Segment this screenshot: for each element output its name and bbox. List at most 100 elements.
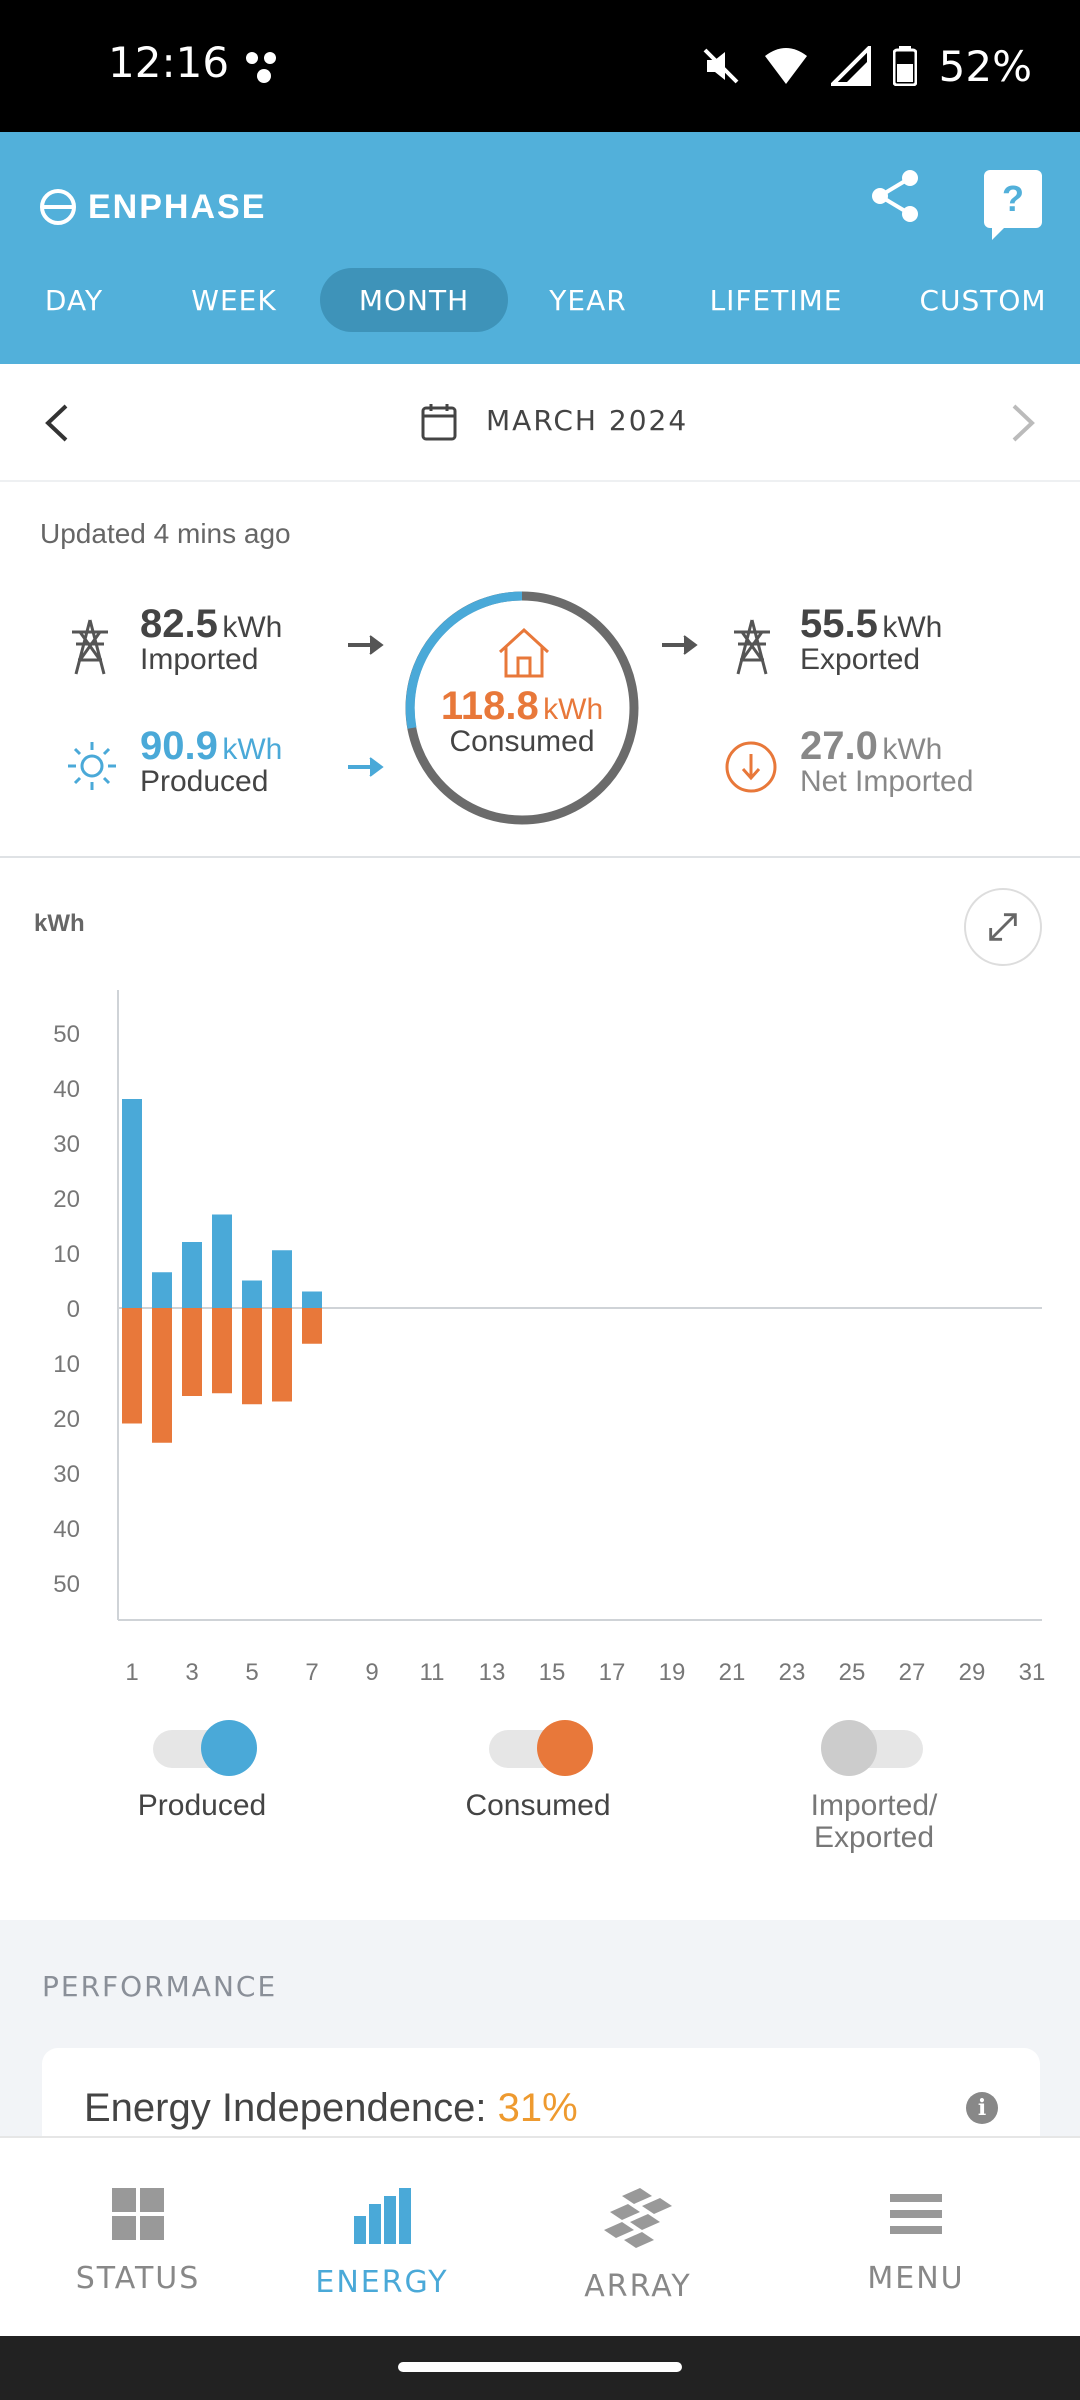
status-time: 12:16	[108, 38, 230, 87]
assistant-dots-icon	[246, 52, 276, 83]
nav-energy-label: ENERGY	[315, 2265, 449, 2300]
tab-day[interactable]: DAY	[44, 283, 104, 317]
house-icon	[498, 627, 550, 678]
x-tick-label: 17	[599, 1659, 626, 1686]
tab-lifetime[interactable]: LIFETIME	[709, 283, 843, 317]
x-tick-label: 5	[245, 1659, 258, 1686]
energy-independence-text: Energy Independence: 31%	[84, 2086, 578, 2131]
nav-array[interactable]: ARRAY	[528, 2186, 748, 2304]
consumed-bar	[272, 1308, 292, 1402]
y-tick-label: 30	[53, 1131, 80, 1158]
enphase-logo-icon	[40, 189, 76, 225]
energy-summary: Updated 4 mins ago 82.5 kWh Imported 90.…	[0, 484, 1080, 858]
y-tick-label: 40	[53, 1076, 80, 1103]
nav-status-label: STATUS	[75, 2261, 201, 2296]
help-icon: ?	[1002, 178, 1024, 219]
consumed-bar	[302, 1308, 322, 1344]
exported-value: 55.5	[800, 602, 878, 646]
x-tick-label: 21	[719, 1659, 746, 1686]
x-tick-label: 11	[420, 1659, 445, 1686]
legend-produced-label: Produced	[137, 1789, 267, 1822]
info-icon[interactable]: i	[966, 2092, 998, 2124]
consumed-bar	[182, 1308, 202, 1396]
cell-signal-icon	[830, 46, 871, 86]
arrow-right-blue-icon	[348, 757, 384, 777]
nav-status[interactable]: STATUS	[28, 2186, 248, 2296]
x-tick-label: 7	[305, 1659, 318, 1686]
consumed-toggle[interactable]	[489, 1720, 593, 1776]
exported-caption: Exported	[800, 643, 921, 676]
x-tick-label: 1	[125, 1659, 138, 1686]
period-label[interactable]: MARCH 2024	[486, 404, 689, 437]
consumed-value: 118.8	[440, 684, 539, 728]
nav-array-label: ARRAY	[584, 2269, 692, 2304]
nav-menu[interactable]: MENU	[806, 2186, 1026, 2296]
share-icon[interactable]	[866, 166, 926, 226]
battery-percent: 52%	[938, 41, 1032, 91]
y-tick-label: 50	[53, 1021, 80, 1048]
menu-icon	[890, 2194, 942, 2234]
status-bar: 12:16 52%	[0, 0, 1080, 132]
tab-custom[interactable]: CUSTOM	[919, 283, 1047, 317]
brand-name: ENPHASE	[88, 187, 267, 226]
expand-icon[interactable]	[964, 888, 1042, 966]
help-button[interactable]: ?	[984, 170, 1042, 240]
status-grid-icon	[112, 2188, 164, 2240]
home-gesture-pill[interactable]	[398, 2362, 682, 2372]
legend-produced[interactable]: Produced	[72, 1720, 332, 1822]
tab-year[interactable]: YEAR	[549, 283, 627, 317]
x-tick-label: 3	[185, 1659, 198, 1686]
legend-consumed[interactable]: Consumed	[408, 1720, 668, 1822]
x-tick-label: 27	[899, 1659, 926, 1686]
consumed-bar	[152, 1308, 172, 1443]
performance-section: PERFORMANCE Energy Independence: 31% i	[0, 1920, 1080, 2168]
y-tick-label: 50	[53, 1571, 80, 1598]
produced-toggle[interactable]	[153, 1720, 257, 1776]
app-header: ENPHASE ? DAY WEEK MONTH YEAR LIFETIME C…	[0, 132, 1080, 364]
produced-unit: kWh	[222, 733, 283, 766]
imported-caption: Imported	[140, 643, 259, 676]
tab-month[interactable]: MONTH	[320, 268, 508, 332]
performance-title: PERFORMANCE	[42, 1970, 278, 2003]
tab-week[interactable]: WEEK	[191, 283, 277, 317]
system-navigation-bar	[0, 2336, 1080, 2400]
x-tick-label: 13	[479, 1659, 506, 1686]
x-tick-label: 9	[365, 1659, 378, 1686]
period-tabs: DAY WEEK MONTH YEAR LIFETIME CUSTOM	[0, 268, 1080, 332]
next-period-icon[interactable]	[1002, 400, 1042, 446]
net-imported-unit: kWh	[882, 733, 943, 766]
produced-bar	[182, 1242, 202, 1308]
produced-value: 90.9	[140, 724, 218, 768]
y-tick-label: 20	[53, 1186, 80, 1213]
battery-icon	[892, 46, 917, 86]
x-tick-label: 23	[779, 1659, 806, 1686]
y-tick-label: 30	[53, 1461, 80, 1488]
net-imported-metric: 27.0 kWh Net Imported	[800, 724, 973, 799]
consumed-caption: Consumed	[449, 725, 595, 758]
imported-exported-toggle[interactable]	[821, 1720, 923, 1776]
nav-energy[interactable]: ENERGY	[272, 2186, 492, 2300]
legend-imported-exported-label: Imported/ Exported	[810, 1789, 938, 1854]
produced-bar	[242, 1280, 262, 1308]
solar-array-icon	[604, 2188, 672, 2248]
energy-bars-icon	[354, 2188, 411, 2244]
x-tick-label: 15	[539, 1659, 566, 1686]
calendar-icon[interactable]	[420, 402, 458, 442]
consumed-metric: 118.8 kWh Consumed	[402, 684, 642, 759]
legend-imported-exported[interactable]: Imported/ Exported	[744, 1720, 1004, 1854]
nav-menu-label: MENU	[867, 2261, 965, 2296]
sun-icon	[68, 742, 116, 790]
exported-unit: kWh	[882, 611, 943, 644]
grid-tower-export-icon	[734, 619, 770, 675]
net-imported-value: 27.0	[800, 724, 878, 768]
consumed-bar	[212, 1308, 232, 1394]
bottom-navigation: STATUS ENERGY ARRAY MENU	[0, 2136, 1080, 2336]
mute-icon	[703, 48, 739, 84]
updated-text: Updated 4 mins ago	[40, 518, 291, 549]
previous-period-icon[interactable]	[38, 400, 78, 446]
wifi-icon	[764, 48, 807, 84]
produced-bar	[212, 1214, 232, 1308]
imported-unit: kWh	[222, 611, 283, 644]
produced-metric: 90.9 kWh Produced	[140, 724, 282, 799]
